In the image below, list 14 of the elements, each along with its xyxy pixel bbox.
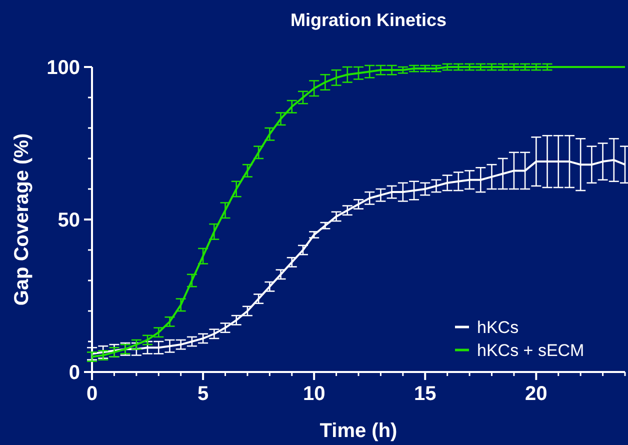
x-tick-label: 20: [525, 383, 548, 405]
x-tick-label: 0: [86, 383, 98, 405]
y-tick-label: 100: [46, 57, 80, 79]
x-axis-title: Time (h): [320, 420, 398, 442]
chart-title: Migration Kinetics: [290, 10, 447, 30]
y-tick-label: 50: [58, 210, 80, 232]
x-tick-label: 5: [197, 383, 209, 405]
legend-label: hKCs + sECM: [477, 341, 584, 360]
line-series: [91, 64, 626, 358]
x-tick-label: 10: [302, 383, 326, 405]
y-axis-title: Gap Coverage (%): [11, 133, 33, 306]
x-tick-label: 15: [414, 383, 436, 405]
y-tick-label: 0: [68, 362, 80, 384]
legend-label: hKCs: [477, 318, 519, 337]
